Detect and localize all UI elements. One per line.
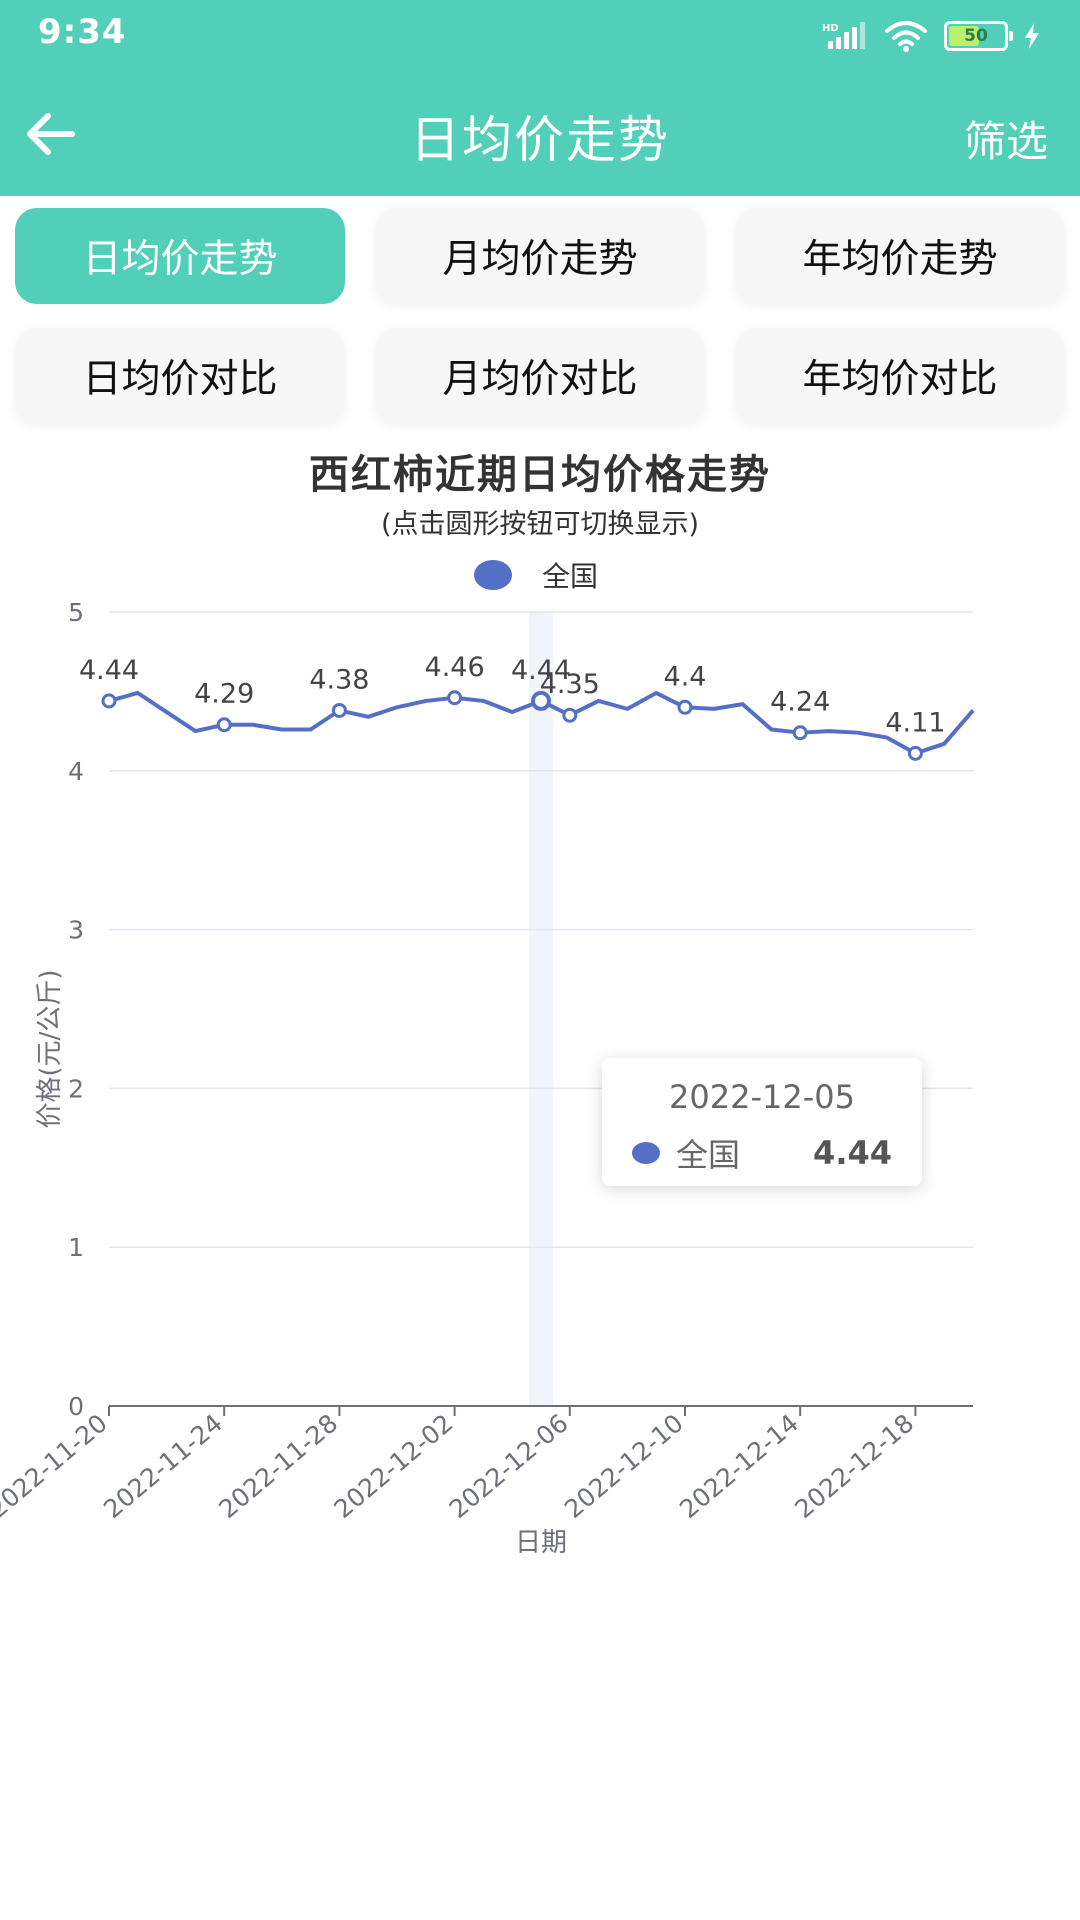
tab-daily-compare[interactable]: 日均价对比 [15, 328, 345, 424]
wifi-icon [885, 21, 927, 52]
chart-legend[interactable]: 全国 [474, 555, 598, 595]
x-tick-label: 2022-12-06 [444, 1408, 574, 1524]
status-bar: 9:34 HD 50 [0, 0, 1080, 70]
x-tick-label: 2022-11-20 [0, 1408, 113, 1524]
data-label: 4.46 [425, 652, 485, 683]
tooltip-value: 4.44 [813, 1134, 892, 1172]
data-point [792, 725, 808, 741]
app-bar: 日均价走势 筛选 [0, 70, 1080, 196]
y-tick-label: 1 [68, 1233, 84, 1262]
hover-band [529, 612, 553, 1406]
tooltip-marker [632, 1142, 660, 1164]
data-point [216, 717, 232, 733]
legend-label[interactable]: 全国 [542, 560, 599, 593]
arrow-left-icon [27, 113, 75, 155]
data-label: 4.11 [885, 707, 945, 738]
y-tick-label: 3 [68, 916, 84, 945]
x-tick-label: 2022-12-14 [674, 1408, 804, 1524]
chart-subtitle: (点击圆形按钮可切换显示) [380, 509, 700, 540]
x-tick-label: 2022-11-28 [213, 1408, 343, 1524]
y-tick-label: 0 [68, 1392, 84, 1421]
svg-text:HD: HD [822, 23, 839, 34]
data-point [331, 702, 347, 718]
data-point [562, 707, 578, 723]
data-point [907, 745, 923, 761]
y-tick-label: 4 [68, 757, 84, 786]
back-button[interactable] [24, 106, 84, 162]
page-title: 日均价走势 [410, 111, 670, 169]
data-label: 4.44 [511, 655, 571, 686]
battery-level: 50 [964, 26, 988, 46]
tooltip-row: 全国 4.44 [632, 1130, 892, 1176]
data-point [531, 690, 551, 711]
data-point [447, 690, 463, 706]
battery-icon: 50 [944, 21, 1013, 51]
x-tick-label: 2022-12-18 [789, 1408, 919, 1524]
tab-monthly-trend[interactable]: 月均价走势 [375, 208, 705, 304]
tooltip-date: 2022-12-05 [669, 1078, 855, 1116]
data-label: 4.4 [664, 661, 707, 692]
data-label: 4.38 [309, 664, 369, 695]
y-tick-label: 2 [68, 1074, 84, 1103]
data-label: 4.44 [79, 655, 139, 686]
tab-yearly-compare[interactable]: 年均价对比 [735, 328, 1065, 424]
data-point [101, 693, 117, 709]
tab-monthly-compare[interactable]: 月均价对比 [375, 328, 705, 424]
x-tick-label: 2022-11-24 [98, 1408, 228, 1524]
line-chart[interactable]: 0123452022-11-202022-11-242022-11-282022… [0, 580, 1080, 1600]
legend-marker[interactable] [474, 560, 512, 590]
tab-yearly-trend[interactable]: 年均价走势 [735, 208, 1065, 304]
tooltip-series: 全国 [676, 1136, 741, 1174]
data-point [677, 699, 693, 715]
chart-tooltip: 2022-12-05 全国 4.44 [602, 1058, 922, 1186]
status-time: 9:34 [38, 12, 127, 52]
filter-button[interactable]: 筛选 [963, 117, 1048, 166]
y-tick-label: 5 [68, 598, 84, 627]
signal-icon: HD [822, 22, 865, 49]
y-axis-title: 价格(元/公斤) [35, 969, 65, 1128]
x-tick-label: 2022-12-10 [559, 1408, 689, 1524]
data-label: 4.29 [194, 679, 254, 710]
x-tick-label: 2022-12-02 [329, 1408, 459, 1524]
x-axis-title: 日期 [515, 1528, 567, 1558]
data-label: 4.24 [770, 687, 830, 718]
data-label: 4.35 [540, 669, 600, 700]
chart-title: 西红柿近期日均价格走势 [309, 452, 771, 498]
charging-icon [1025, 23, 1039, 49]
tab-daily-trend[interactable]: 日均价走势 [15, 208, 345, 304]
status-icons: HD 50 [822, 20, 1040, 52]
